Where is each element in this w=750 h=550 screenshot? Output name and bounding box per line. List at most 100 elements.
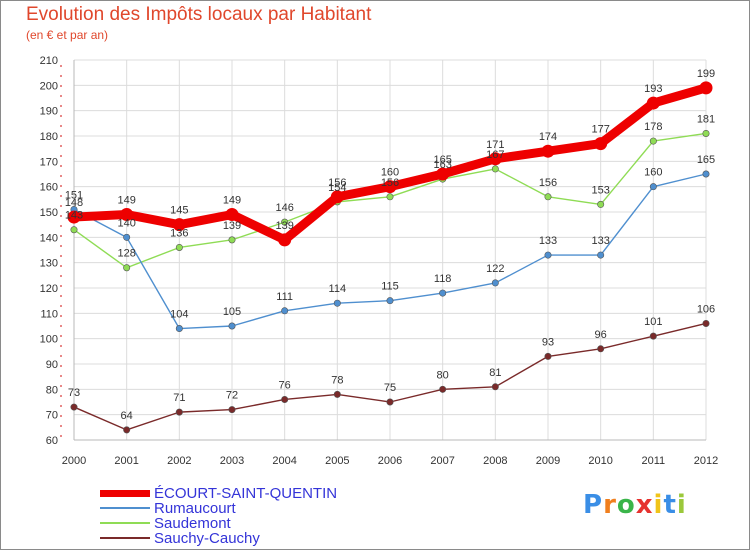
y-tick-label: 100 — [40, 334, 58, 346]
y-tick-label: 150 — [40, 207, 58, 219]
chart-title: Evolution des Impôts locaux par Habitant — [26, 4, 372, 25]
data-label-saudemont: 178 — [644, 121, 662, 133]
data-label-saudemont: 156 — [539, 177, 557, 189]
data-label-ecourt-saint-quentin: 149 — [223, 195, 241, 207]
data-point-saudemont — [123, 264, 131, 272]
data-label-rumaucourt: 160 — [644, 167, 662, 179]
logo-letter: x — [635, 490, 654, 520]
data-label-rumaucourt: 140 — [117, 217, 135, 229]
data-label-sauchy-cauchy: 71 — [173, 392, 185, 404]
data-label-rumaucourt: 133 — [539, 235, 557, 247]
data-point-saudemont — [544, 193, 552, 201]
data-point-sauchy-cauchy — [123, 426, 131, 434]
data-point-ecourt-saint-quentin — [172, 218, 186, 232]
data-point-rumaucourt — [649, 183, 657, 191]
data-point-ecourt-saint-quentin — [541, 144, 555, 158]
data-point-rumaucourt — [491, 279, 499, 287]
y-tick-label: 80 — [46, 384, 58, 396]
data-point-saudemont — [175, 243, 183, 251]
data-label-sauchy-cauchy: 101 — [644, 316, 662, 328]
data-label-saudemont: 136 — [170, 227, 188, 239]
data-point-sauchy-cauchy — [491, 383, 499, 391]
data-label-sauchy-cauchy: 76 — [279, 379, 291, 391]
data-label-sauchy-cauchy: 106 — [697, 303, 715, 315]
logo-letter: r — [603, 490, 617, 520]
data-label-sauchy-cauchy: 75 — [384, 382, 396, 394]
x-tick-label: 2006 — [378, 455, 402, 467]
legend-swatch — [100, 507, 150, 509]
data-point-saudemont — [281, 218, 289, 226]
y-tick-label: 90 — [46, 359, 58, 371]
data-point-sauchy-cauchy — [333, 390, 341, 398]
data-label-sauchy-cauchy: 80 — [437, 369, 449, 381]
proxiti-logo: Proxiti — [583, 490, 687, 520]
data-point-ecourt-saint-quentin — [436, 167, 450, 181]
data-label-rumaucourt: 114 — [329, 283, 347, 295]
logo-letter: t — [663, 490, 677, 520]
y-tick-label: 200 — [40, 80, 58, 92]
y-tick-label: 140 — [40, 232, 58, 244]
x-tick-label: 2005 — [325, 455, 349, 467]
data-label-rumaucourt: 133 — [591, 235, 609, 247]
data-point-sauchy-cauchy — [597, 345, 605, 353]
data-label-rumaucourt: 111 — [276, 291, 293, 303]
x-tick-label: 2010 — [588, 455, 612, 467]
data-label-sauchy-cauchy: 93 — [542, 336, 554, 348]
data-label-ecourt-saint-quentin: 160 — [381, 167, 399, 179]
data-label-ecourt-saint-quentin: 171 — [486, 139, 504, 151]
logo-letter: P — [583, 490, 604, 520]
data-label-rumaucourt: 115 — [381, 281, 399, 293]
data-label-ecourt-saint-quentin: 139 — [275, 220, 293, 232]
data-point-ecourt-saint-quentin — [67, 210, 81, 224]
x-tick-label: 2000 — [62, 455, 86, 467]
data-point-saudemont — [386, 193, 394, 201]
logo-letter: i — [676, 490, 687, 520]
data-label-saudemont: 143 — [65, 210, 83, 222]
x-tick-label: 2011 — [642, 455, 666, 467]
data-point-sauchy-cauchy — [175, 408, 183, 416]
data-point-ecourt-saint-quentin — [594, 137, 608, 151]
data-label-rumaucourt: 151 — [65, 189, 83, 201]
x-tick-label: 2002 — [167, 455, 191, 467]
data-point-saudemont — [649, 137, 657, 145]
data-point-rumaucourt — [333, 299, 341, 307]
chart-subtitle: (en € et par an) — [26, 28, 109, 42]
data-label-saudemont: 167 — [486, 149, 504, 161]
y-tick-label: 160 — [40, 182, 58, 194]
data-point-ecourt-saint-quentin — [225, 208, 239, 222]
data-point-saudemont — [597, 200, 605, 208]
data-point-saudemont — [70, 226, 78, 234]
data-label-ecourt-saint-quentin: 156 — [328, 177, 346, 189]
legend-swatch — [100, 490, 150, 497]
x-tick-label: 2004 — [272, 455, 296, 467]
data-point-rumaucourt — [439, 289, 447, 297]
data-label-ecourt-saint-quentin: 177 — [591, 124, 609, 136]
data-label-saudemont: 146 — [275, 202, 293, 214]
x-tick-label: 2001 — [114, 455, 138, 467]
data-label-rumaucourt: 105 — [223, 306, 241, 318]
data-point-sauchy-cauchy — [70, 403, 78, 411]
y-tick-label: 70 — [46, 410, 58, 422]
data-point-sauchy-cauchy — [228, 406, 236, 414]
data-point-sauchy-cauchy — [386, 398, 394, 406]
data-point-rumaucourt — [175, 325, 183, 333]
data-point-sauchy-cauchy — [649, 332, 657, 340]
y-tick-label: 190 — [40, 106, 58, 118]
data-label-rumaucourt: 122 — [486, 263, 504, 275]
data-point-rumaucourt — [281, 307, 289, 315]
legend-label: Rumaucourt — [154, 500, 236, 517]
data-label-rumaucourt: 104 — [170, 309, 188, 321]
data-point-rumaucourt — [123, 233, 131, 241]
data-label-saudemont: 139 — [223, 220, 241, 232]
data-label-saudemont: 128 — [117, 248, 135, 260]
legend-label: ÉCOURT-SAINT-QUENTIN — [154, 485, 338, 502]
legend-swatch — [100, 537, 150, 539]
data-point-saudemont — [491, 165, 499, 173]
data-label-sauchy-cauchy: 96 — [595, 329, 607, 341]
data-label-ecourt-saint-quentin: 193 — [644, 83, 662, 95]
data-label-saudemont: 156 — [381, 177, 399, 189]
y-tick-label: 170 — [40, 156, 58, 168]
data-label-ecourt-saint-quentin: 148 — [65, 197, 83, 209]
legend-label: Sauchy-Cauchy — [154, 530, 260, 547]
y-tick-label: 210 — [40, 55, 58, 67]
